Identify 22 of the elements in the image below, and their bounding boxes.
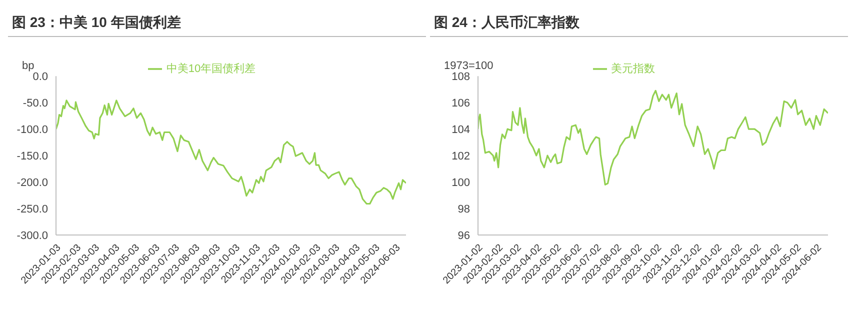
y-tick-label: -300.0	[16, 230, 48, 242]
y-tick-label: 106	[452, 97, 470, 110]
y-tick-label: -150.0	[16, 150, 48, 162]
y-tick-label: 100	[452, 176, 470, 189]
y-axis-title: 1973=100	[444, 60, 494, 72]
y-tick-label: 108	[452, 71, 470, 83]
chart-title: 图 24：人民币汇率指数	[430, 8, 848, 37]
chart-title: 图 23：中美 10 年国债利差	[8, 8, 426, 37]
y-tick-label: 0.0	[32, 71, 48, 83]
y-tick-label: -250.0	[16, 203, 48, 216]
y-tick-label: 102	[452, 150, 470, 162]
y-tick-label: 96	[458, 230, 470, 242]
line-series	[478, 90, 828, 186]
y-axis-title: bp	[22, 60, 34, 72]
line-series	[56, 100, 406, 205]
legend-label: 中美10年国债利差	[166, 63, 256, 75]
y-tick-label: -50.0	[22, 97, 48, 110]
legend-label: 美元指数	[611, 63, 655, 75]
y-tick-label: 98	[458, 203, 470, 216]
y-tick-label: -100.0	[16, 124, 48, 136]
y-tick-label: 104	[452, 124, 470, 136]
y-tick-label: -200.0	[16, 176, 48, 189]
